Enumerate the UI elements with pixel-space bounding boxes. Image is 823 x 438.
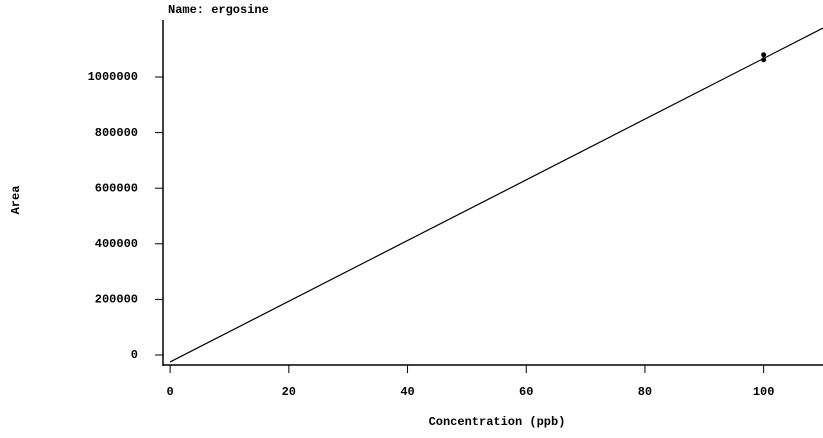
x-tick-label: 40 [400,385,414,399]
y-tick-label: 200000 [95,293,138,307]
y-tick-label: 400000 [95,237,138,251]
y-axis-label: Area [9,186,23,215]
y-tick-label: 600000 [95,181,138,195]
y-tick-label: 0 [131,348,138,362]
x-tick-label: 20 [282,385,296,399]
x-tick-label: 60 [519,385,533,399]
data-point [761,52,767,58]
y-tick-label: 800000 [95,126,138,140]
fit-line [169,27,823,363]
x-tick-label: 80 [638,385,652,399]
x-axis-label: Concentration (ppb) [429,415,566,429]
x-tick-label: 0 [167,385,174,399]
chart-title: Name: ergosine [168,3,269,17]
y-tick-label: 1000000 [88,70,138,84]
x-tick-label: 100 [753,385,775,399]
